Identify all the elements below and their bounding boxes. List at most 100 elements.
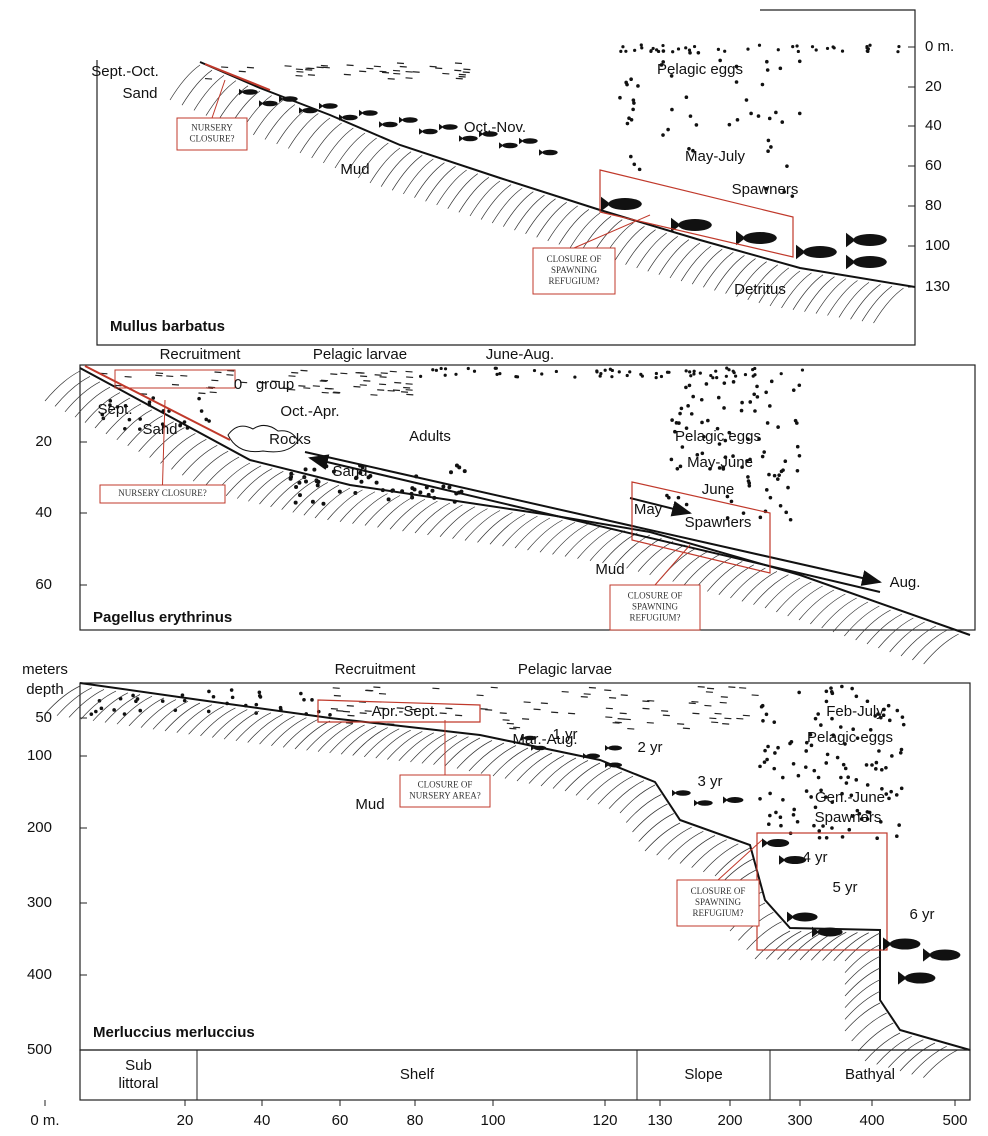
egg-dot [621, 45, 625, 49]
sediment-hatch [707, 561, 743, 592]
label: Pelagic eggs [675, 428, 761, 445]
sediment-hatch [176, 704, 212, 733]
egg-dot [812, 823, 816, 828]
sediment-hatch [193, 75, 225, 111]
closure-pointer [654, 544, 691, 586]
label: Detritus [734, 281, 786, 298]
sediment-hatch [105, 403, 142, 435]
egg-dot [689, 374, 693, 378]
egg-dot [824, 699, 829, 704]
sediment-hatch [452, 508, 488, 539]
egg-dot [112, 708, 116, 712]
larva-dash [295, 68, 303, 71]
egg-dot [711, 376, 715, 380]
larva-dash [691, 700, 699, 703]
egg-dot [632, 162, 637, 167]
egg-dot [670, 107, 674, 112]
larva-dash [347, 714, 355, 717]
egg-dot [797, 453, 802, 458]
sediment-hatch [575, 767, 612, 796]
egg-dot [708, 466, 712, 471]
fish [499, 142, 518, 149]
egg-dot [321, 501, 326, 506]
label: Recruitment [335, 661, 417, 678]
egg-dot [718, 58, 722, 63]
egg-dot [595, 370, 599, 374]
sediment-hatch [56, 687, 93, 716]
label: Pelagic larvae [313, 346, 407, 363]
larva-dash [377, 389, 385, 391]
egg-dot [889, 789, 893, 794]
egg-dot [717, 466, 722, 470]
egg-dot [874, 760, 879, 765]
sediment-hatch [288, 113, 319, 149]
larva-dash [692, 712, 700, 715]
egg-dot [797, 59, 802, 64]
fish-body [675, 790, 691, 796]
egg-dot [684, 95, 689, 100]
fish [605, 745, 622, 751]
sediment-hatch [377, 497, 413, 528]
egg-dot [901, 722, 906, 727]
sediment-hatch [164, 702, 201, 732]
larva-dash [642, 700, 650, 703]
egg-dot [598, 374, 602, 378]
larva-dash [363, 380, 371, 382]
label: Aug. [890, 574, 921, 591]
fish [521, 735, 537, 741]
fish [439, 123, 458, 131]
larva-dash [620, 694, 628, 696]
egg-dot [762, 760, 767, 764]
larva-dash [330, 708, 338, 710]
egg-dot [670, 418, 674, 422]
label: 300 [27, 894, 52, 911]
sediment-hatch [235, 712, 272, 742]
egg-dot [303, 467, 308, 472]
sediment-hatch [658, 239, 690, 275]
egg-dot [627, 116, 631, 121]
larva-dash [316, 66, 324, 69]
egg-dot [431, 368, 435, 372]
seafloor [199, 61, 916, 288]
egg-dot [846, 775, 850, 780]
sediment-hatch [746, 921, 782, 950]
sediment-hatch [469, 180, 501, 217]
fish-body [242, 89, 258, 95]
larva-dash [617, 718, 625, 720]
larva-dash [588, 686, 596, 689]
sediment-hatch [212, 709, 248, 738]
label: Sept. [97, 401, 132, 418]
egg-dot [599, 371, 603, 376]
egg-dot [353, 490, 358, 495]
egg-dot [758, 764, 762, 769]
sediment-hatch [352, 493, 388, 524]
egg-dot [748, 457, 752, 462]
larva-dash [240, 381, 248, 384]
sediment-hatch [539, 521, 576, 553]
fish-body [904, 972, 936, 984]
larva-dash [463, 68, 471, 71]
larva-dash [393, 72, 401, 75]
fish [379, 121, 398, 128]
egg-dot [809, 795, 813, 799]
egg-dot [640, 46, 644, 50]
sediment-hatch [764, 577, 801, 609]
sediment-hatch [387, 731, 423, 760]
egg-dot [709, 373, 713, 378]
egg-dot [740, 465, 744, 469]
egg-dot [661, 43, 665, 48]
larva-dash [291, 371, 299, 374]
egg-dot [808, 732, 813, 737]
fish-body [533, 745, 547, 751]
egg-dot [123, 404, 128, 408]
label: 130 [925, 278, 950, 295]
label: Spawners [815, 809, 882, 826]
egg-dot [894, 793, 899, 797]
egg-dot [791, 762, 796, 766]
larva-dash [623, 718, 631, 721]
egg-dot [768, 404, 772, 408]
sediment-hatch [888, 1039, 924, 1068]
larva-dash [551, 711, 559, 714]
larva-dash [370, 394, 378, 396]
label: 500 [27, 1041, 52, 1058]
